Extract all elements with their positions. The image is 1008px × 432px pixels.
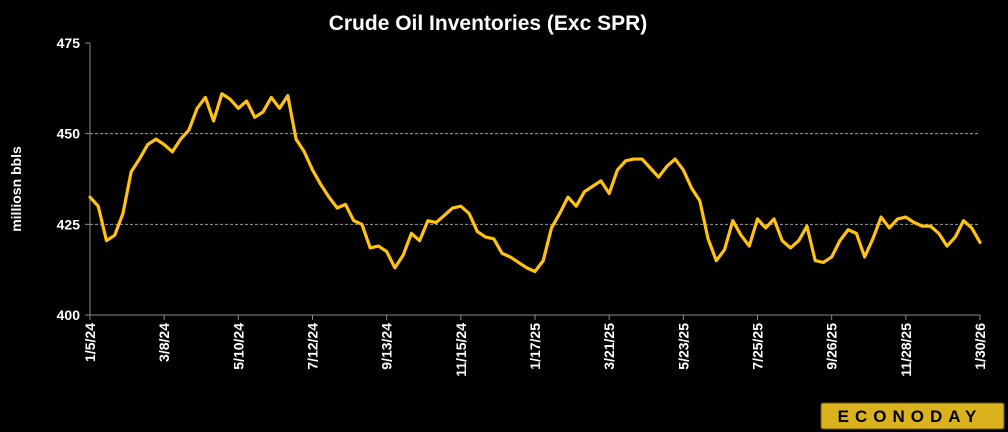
y-tick-label: 450 — [57, 126, 81, 142]
x-tick-label: 5/23/25 — [675, 323, 691, 370]
econoday-logo-text: ECONODAY — [838, 407, 983, 426]
y-axis-label: milliosn bbls — [8, 146, 24, 232]
x-tick-label: 9/26/25 — [824, 323, 840, 370]
x-tick-label: 5/10/24 — [230, 323, 246, 370]
x-tick-label: 1/5/24 — [82, 323, 98, 362]
y-tick-labels: 400 425 450 475 — [57, 35, 90, 323]
x-tick-label: 3/8/24 — [156, 323, 172, 362]
x-tick-labels: 1/5/24 3/8/24 5/10/24 7/12/24 9/13/24 11/15/2… — [82, 315, 988, 377]
y-tick-label: 400 — [57, 307, 81, 323]
series-group — [88, 92, 982, 274]
econoday-logo-background — [820, 402, 1005, 430]
x-tick-label: 11/15/24 — [453, 323, 469, 377]
chart-title: Crude Oil Inventories (Exc SPR) — [329, 12, 648, 35]
x-tick-label: 9/13/24 — [379, 323, 395, 370]
x-tick-label: 7/25/25 — [750, 323, 766, 370]
y-tick-label: 425 — [57, 216, 81, 232]
x-tick-label: 1/30/26 — [972, 323, 988, 370]
x-tick-label: 1/17/25 — [527, 323, 543, 370]
x-tick-label: 7/12/24 — [305, 323, 321, 370]
x-tick-label: 11/28/25 — [898, 323, 914, 377]
x-tick-label: 3/21/25 — [601, 323, 617, 370]
series-line — [88, 92, 982, 274]
econoday-logo: ECONODAY — [820, 402, 1005, 430]
y-tick-label: 475 — [57, 35, 81, 51]
grid-lines — [90, 133, 980, 225]
